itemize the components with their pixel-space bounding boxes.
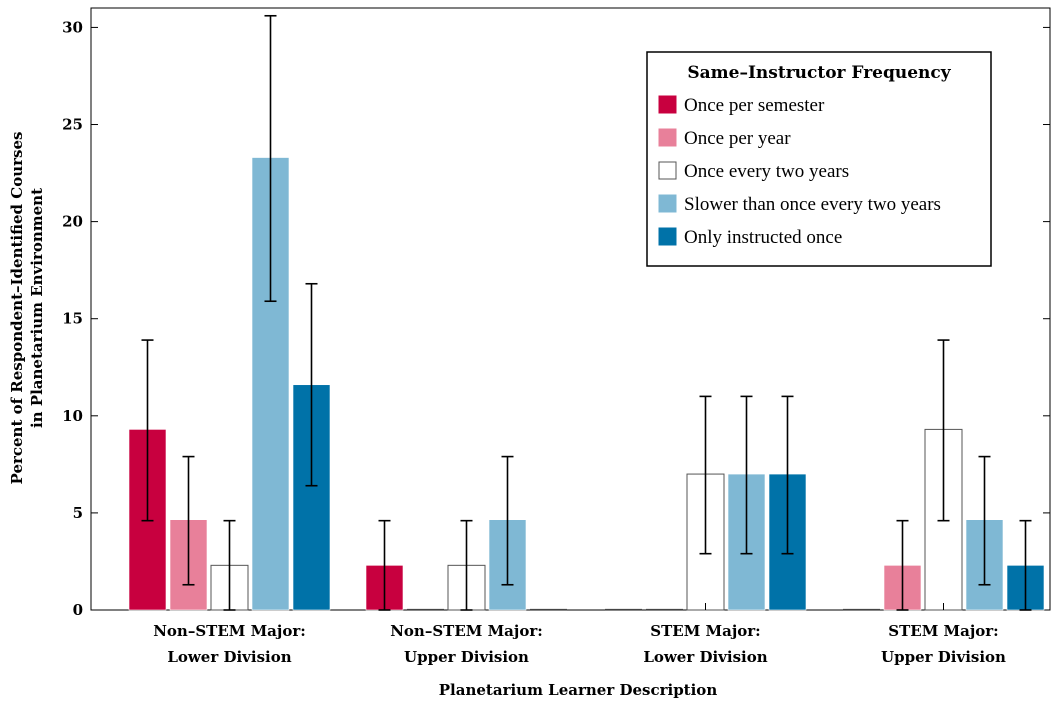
legend-swatch	[658, 227, 677, 246]
bars	[128, 157, 1045, 611]
x-axis-title: Planetarium Learner Description	[439, 681, 718, 699]
y-tick-label: 10	[62, 407, 83, 425]
legend-entry-label: Once per semester	[684, 95, 825, 116]
legend-entry-label: Once per year	[684, 128, 791, 149]
legend: Same–Instructor Frequency Once per semest…	[646, 51, 992, 267]
y-tick-label: 5	[73, 504, 83, 522]
category-label-line2: Lower Division	[167, 648, 291, 666]
category-label-line1: STEM Major:	[888, 622, 998, 640]
category-label-line1: STEM Major:	[650, 622, 760, 640]
legend-swatch	[658, 128, 677, 147]
category-label-line1: Non–STEM Major:	[153, 622, 306, 640]
legend-entry-label: Only instructed once	[684, 227, 842, 248]
y-tick-label: 30	[62, 18, 83, 36]
category-label-line2: Upper Division	[881, 648, 1006, 666]
legend-title: Same–Instructor Frequency	[687, 63, 951, 83]
y-axis-title-line1: Percent of Respondent–Identified Courses	[8, 132, 26, 485]
y-tick-label: 15	[62, 310, 83, 328]
x-axis: Non–STEM Major: Lower Division Non–STEM Ma…	[153, 603, 1006, 666]
legend-box	[646, 51, 992, 267]
y-axis-title-line2: in Planetarium Environment	[28, 188, 46, 428]
y-tick-label: 0	[73, 601, 83, 619]
legend-entry-label: Slower than once every two years	[684, 194, 941, 215]
legend-entry-label: Once every two years	[684, 161, 849, 182]
category-label-line1: Non–STEM Major:	[390, 622, 543, 640]
error-bars	[141, 14, 1032, 611]
y-tick-label: 25	[62, 116, 83, 134]
y-tick-label: 20	[62, 213, 83, 231]
plot-border	[90, 7, 1051, 611]
legend-swatch	[658, 194, 677, 213]
category-label-line2: Lower Division	[643, 648, 767, 666]
category-label-line2: Upper Division	[404, 648, 529, 666]
y-axis: 0 5 10 15 20 25 30	[62, 18, 1050, 619]
legend-swatch	[658, 95, 677, 114]
plot-frame	[90, 7, 1051, 611]
legend-swatch	[658, 161, 677, 180]
